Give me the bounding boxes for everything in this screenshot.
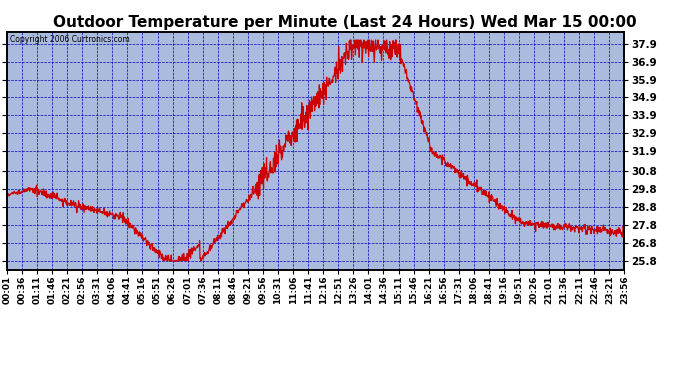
Text: Copyright 2006 Curtronics.com: Copyright 2006 Curtronics.com [10, 36, 130, 45]
Text: Outdoor Temperature per Minute (Last 24 Hours) Wed Mar 15 00:00: Outdoor Temperature per Minute (Last 24 … [53, 15, 637, 30]
